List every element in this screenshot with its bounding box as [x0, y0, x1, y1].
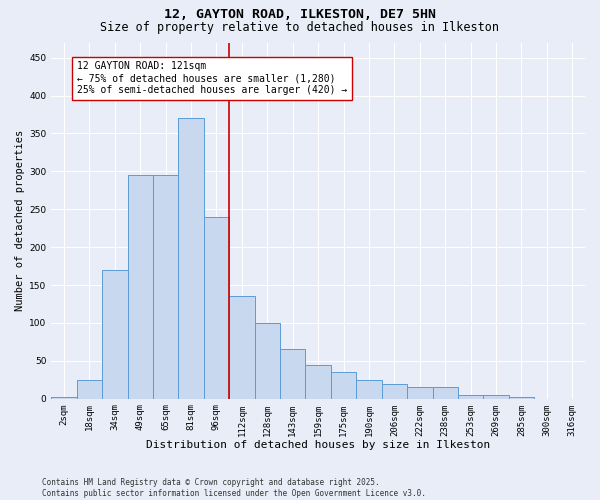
Y-axis label: Number of detached properties: Number of detached properties	[15, 130, 25, 311]
Bar	[51, 397, 77, 398]
Bar	[458, 395, 484, 398]
Text: 12 GAYTON ROAD: 121sqm
← 75% of detached houses are smaller (1,280)
25% of semi-: 12 GAYTON ROAD: 121sqm ← 75% of detached…	[77, 62, 347, 94]
Bar	[204, 217, 229, 398]
Bar	[128, 175, 153, 398]
X-axis label: Distribution of detached houses by size in Ilkeston: Distribution of detached houses by size …	[146, 440, 490, 450]
Bar	[102, 270, 128, 398]
Bar	[254, 323, 280, 398]
Bar	[331, 372, 356, 398]
Text: 12, GAYTON ROAD, ILKESTON, DE7 5HN: 12, GAYTON ROAD, ILKESTON, DE7 5HN	[164, 8, 436, 20]
Bar	[77, 380, 102, 398]
Bar	[280, 350, 305, 399]
Bar	[382, 384, 407, 398]
Bar	[229, 296, 254, 398]
Bar	[305, 364, 331, 398]
Bar	[407, 388, 433, 398]
Bar	[484, 395, 509, 398]
Bar	[509, 397, 534, 398]
Text: Size of property relative to detached houses in Ilkeston: Size of property relative to detached ho…	[101, 21, 499, 34]
Bar	[356, 380, 382, 398]
Bar	[153, 175, 178, 398]
Bar	[178, 118, 204, 398]
Text: Contains HM Land Registry data © Crown copyright and database right 2025.
Contai: Contains HM Land Registry data © Crown c…	[42, 478, 426, 498]
Bar	[433, 388, 458, 398]
